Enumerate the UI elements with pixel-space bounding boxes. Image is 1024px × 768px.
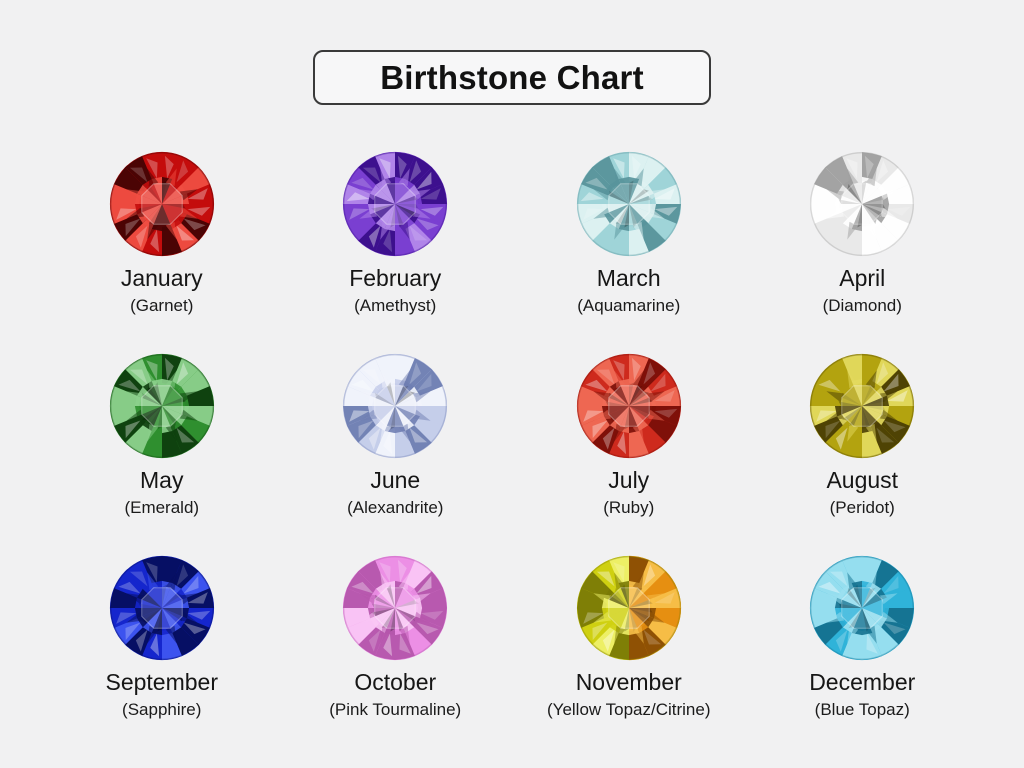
stone-label: (Aquamarine) (577, 296, 681, 315)
birthstone-item: January (Garnet) (45, 150, 279, 317)
month-label: March (596, 265, 661, 291)
birthstone-item: July (Ruby) (512, 352, 746, 519)
birthstone-caption: April (Diamond) (823, 258, 902, 317)
birthstone-caption: February (Amethyst) (349, 258, 441, 317)
stone-label: (Ruby) (603, 498, 655, 517)
gem-icon (576, 555, 681, 661)
month-label: September (105, 669, 218, 695)
birthstone-item: September (Sapphire) (45, 554, 279, 721)
stone-label: (Diamond) (822, 296, 902, 315)
gem-image (108, 352, 216, 460)
gem-image (808, 554, 916, 662)
gem-icon (109, 555, 214, 661)
birthstone-item: May (Emerald) (45, 352, 279, 519)
month-label: November (575, 669, 682, 695)
birthstone-caption: September (Sapphire) (105, 662, 218, 721)
gem-icon (343, 353, 448, 459)
gem-icon (109, 353, 214, 459)
gem-image (808, 150, 916, 258)
gem-image (341, 352, 449, 460)
month-label: January (120, 265, 203, 291)
birthstone-item: August (Peridot) (746, 352, 980, 519)
gem-icon (109, 151, 214, 257)
gem-image (341, 150, 449, 258)
stone-label: (Emerald) (124, 498, 200, 517)
stone-label: (Peridot) (829, 498, 895, 517)
gem-icon (810, 555, 915, 661)
gem-image (808, 352, 916, 460)
birthstone-grid: January (Garnet) February (Amethyst) Mar… (45, 150, 979, 721)
gem-icon (810, 151, 915, 257)
birthstone-caption: January (Garnet) (121, 258, 203, 317)
birthstone-item: March (Aquamarine) (512, 150, 746, 317)
month-label: April (839, 265, 886, 291)
gem-image (108, 150, 216, 258)
birthstone-caption: May (Emerald) (124, 460, 199, 519)
stone-label: (Amethyst) (354, 296, 437, 315)
stone-label: (Blue Topaz) (814, 700, 910, 719)
gem-icon (576, 151, 681, 257)
stone-label: (Pink Tourmaline) (329, 700, 462, 719)
stone-label: (Garnet) (130, 296, 194, 315)
birthstone-item: June (Alexandrite) (279, 352, 513, 519)
birthstone-caption: November (Yellow Topaz/Citrine) (547, 662, 710, 721)
gem-image (341, 554, 449, 662)
page-title: Birthstone Chart (380, 58, 644, 96)
stone-label: (Alexandrite) (347, 498, 444, 517)
gem-icon (810, 353, 915, 459)
birthstone-caption: June (Alexandrite) (347, 460, 443, 519)
month-label: July (608, 467, 650, 493)
month-label: October (354, 669, 437, 695)
gem-image (575, 150, 683, 258)
month-label: August (826, 467, 899, 493)
stone-label: (Sapphire) (122, 700, 202, 719)
month-label: May (140, 467, 184, 493)
birthstone-item: November (Yellow Topaz/Citrine) (512, 554, 746, 721)
gem-image (575, 352, 683, 460)
birthstone-caption: August (Peridot) (826, 460, 898, 519)
title-box: Birthstone Chart (313, 50, 711, 105)
month-label: December (809, 669, 916, 695)
gem-image (575, 554, 683, 662)
month-label: June (370, 467, 421, 493)
birthstone-item: October (Pink Tourmaline) (279, 554, 513, 721)
birthstone-item: April (Diamond) (746, 150, 980, 317)
gem-icon (343, 151, 448, 257)
birthstone-caption: March (Aquamarine) (577, 258, 680, 317)
birthstone-item: December (Blue Topaz) (746, 554, 980, 721)
gem-icon (576, 353, 681, 459)
birthstone-caption: December (Blue Topaz) (809, 662, 915, 721)
birthstone-caption: October (Pink Tourmaline) (329, 662, 461, 721)
month-label: February (349, 265, 442, 291)
birthstone-caption: July (Ruby) (603, 460, 654, 519)
birthstone-item: February (Amethyst) (279, 150, 513, 317)
gem-image (108, 554, 216, 662)
gem-icon (343, 555, 448, 661)
stone-label: (Yellow Topaz/Citrine) (547, 700, 711, 719)
